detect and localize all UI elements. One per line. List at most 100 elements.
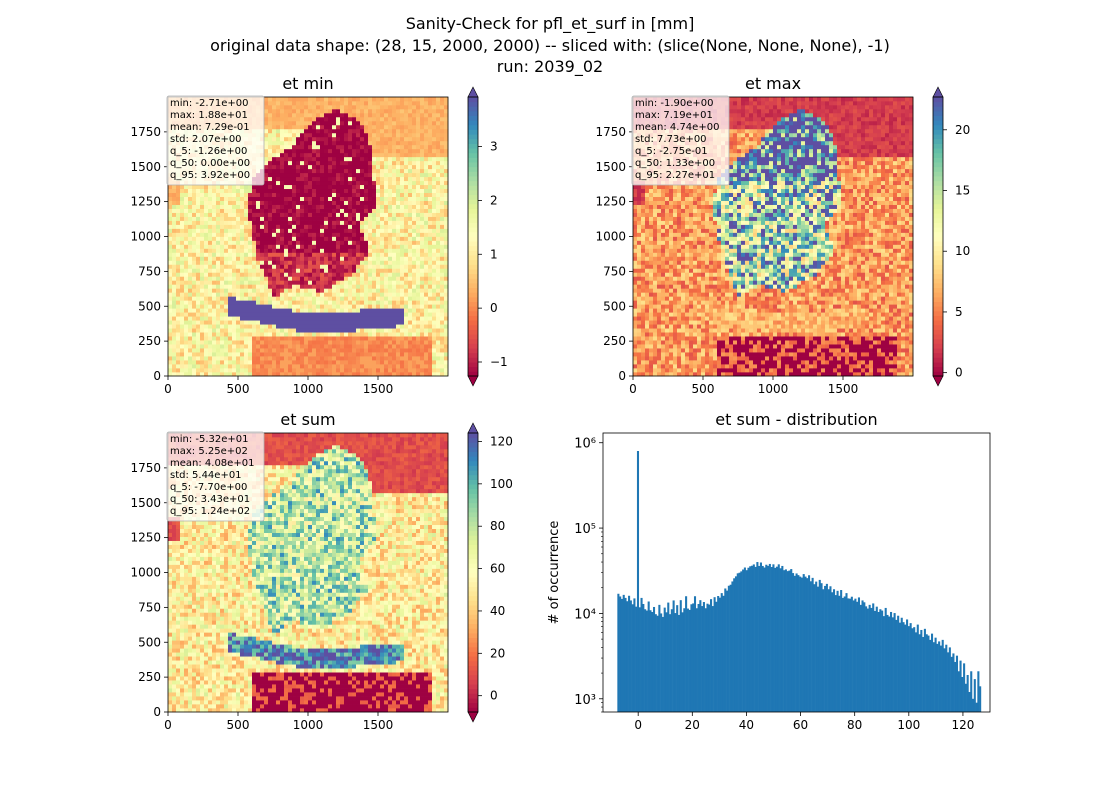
et-min-cell [268, 364, 273, 369]
et-min-cell [312, 252, 317, 257]
et-min-cell [352, 304, 357, 309]
et-min-cell [232, 372, 237, 377]
et-min-cell [208, 312, 213, 317]
et-min-cell [344, 276, 349, 281]
et-min-cell [368, 292, 373, 297]
et-min-cell [292, 348, 297, 353]
et-min-cell [176, 236, 181, 241]
et-min-cell [220, 296, 225, 301]
et-min-cell [396, 248, 401, 253]
et-min-cell [340, 204, 345, 209]
et-min-cell [296, 196, 301, 201]
et-min-cell [188, 280, 193, 285]
et-min-cell [176, 260, 181, 265]
et-min-cell [304, 276, 309, 281]
et-min-cell [416, 144, 421, 150]
et-min-cell [352, 156, 357, 162]
et-min-cell [204, 288, 209, 293]
et-min-cell [412, 308, 417, 313]
et-min-cell [392, 260, 397, 265]
et-min-cell [416, 184, 421, 190]
et-min-cell [364, 248, 369, 253]
et-min-cell [184, 188, 189, 194]
et-min-colorbar-segment [468, 231, 478, 237]
et-min-cell [360, 268, 365, 273]
et-min-cell [276, 144, 281, 150]
et-min-cell [308, 224, 313, 229]
et-min-cell [356, 300, 361, 305]
et-min-cell [212, 316, 217, 321]
et-min-cell [320, 136, 325, 142]
et-min-cell [420, 304, 425, 309]
et-min-cell [340, 164, 345, 170]
et-min-cell [432, 188, 437, 194]
et-min-cell [416, 272, 421, 277]
et-min-cell [300, 240, 305, 245]
et-min-cell [188, 284, 193, 289]
et-min-cell [244, 288, 249, 293]
et-min-cell [280, 168, 285, 174]
et-min-cell [268, 336, 273, 341]
et-min-cell [372, 152, 377, 158]
et-min-cell [184, 248, 189, 253]
et-min-cell [180, 184, 185, 190]
et-min-cell [168, 328, 173, 333]
et-min-cell [188, 184, 193, 190]
et-min-cell [272, 144, 277, 150]
et-min-cell [340, 148, 345, 154]
et-min-cell [324, 272, 329, 277]
et-min-cell [368, 268, 373, 273]
et-min-cell [376, 228, 381, 233]
et-min-cell [268, 244, 273, 249]
et-min-cell [440, 348, 445, 353]
et-min-cell [420, 236, 425, 241]
et-min-cell [444, 372, 449, 377]
et-min-cell [296, 212, 301, 217]
et-min-colorbar-segment [468, 190, 478, 196]
et-min-cell [348, 228, 353, 233]
et-min-cell [308, 104, 313, 110]
et-min-cell [196, 184, 201, 190]
et-min-cell [240, 204, 245, 209]
et-min-cell [320, 320, 325, 325]
et-min-cell [260, 336, 265, 341]
et-min-cell [420, 164, 425, 170]
et-min-cell [400, 204, 405, 209]
et-min-cell [436, 268, 441, 273]
et-min-cell [380, 312, 385, 317]
et-min-cell [256, 208, 261, 213]
et-min-cell [356, 132, 361, 138]
et-min-cell [352, 292, 357, 297]
et-min-cell [340, 212, 345, 217]
et-min-cell [404, 280, 409, 285]
et-min-cell [316, 276, 321, 281]
et-min-cell [212, 272, 217, 277]
et-min-cell [208, 192, 213, 197]
et-min-cell [444, 97, 449, 102]
et-min-cell [396, 292, 401, 297]
et-min-cell [408, 300, 413, 305]
et-min-cell [308, 152, 313, 158]
et-min-cell [316, 196, 321, 201]
et-min-cell [184, 300, 189, 305]
et-min-cell [308, 264, 313, 269]
et-min-cell [232, 220, 237, 225]
et-min-cell [308, 276, 313, 281]
et-min-cell [400, 356, 405, 361]
et-min-cell [348, 104, 353, 110]
et-min-cell [184, 240, 189, 245]
et-min-cell [352, 296, 357, 301]
et-min-cell [268, 108, 273, 114]
et-min-colorbar-segment [468, 292, 478, 298]
et-min-cell [204, 188, 209, 194]
et-min-cell [236, 324, 241, 329]
et-min-cell [308, 352, 313, 357]
et-min-cell [340, 268, 345, 273]
et-min-cell [244, 312, 249, 317]
et-min-cell [440, 208, 445, 213]
et-min-cell [196, 364, 201, 369]
et-min-cell [360, 252, 365, 257]
et-min-cell [408, 120, 413, 126]
et-min-cell [236, 292, 241, 297]
et-min-cell [292, 184, 297, 190]
